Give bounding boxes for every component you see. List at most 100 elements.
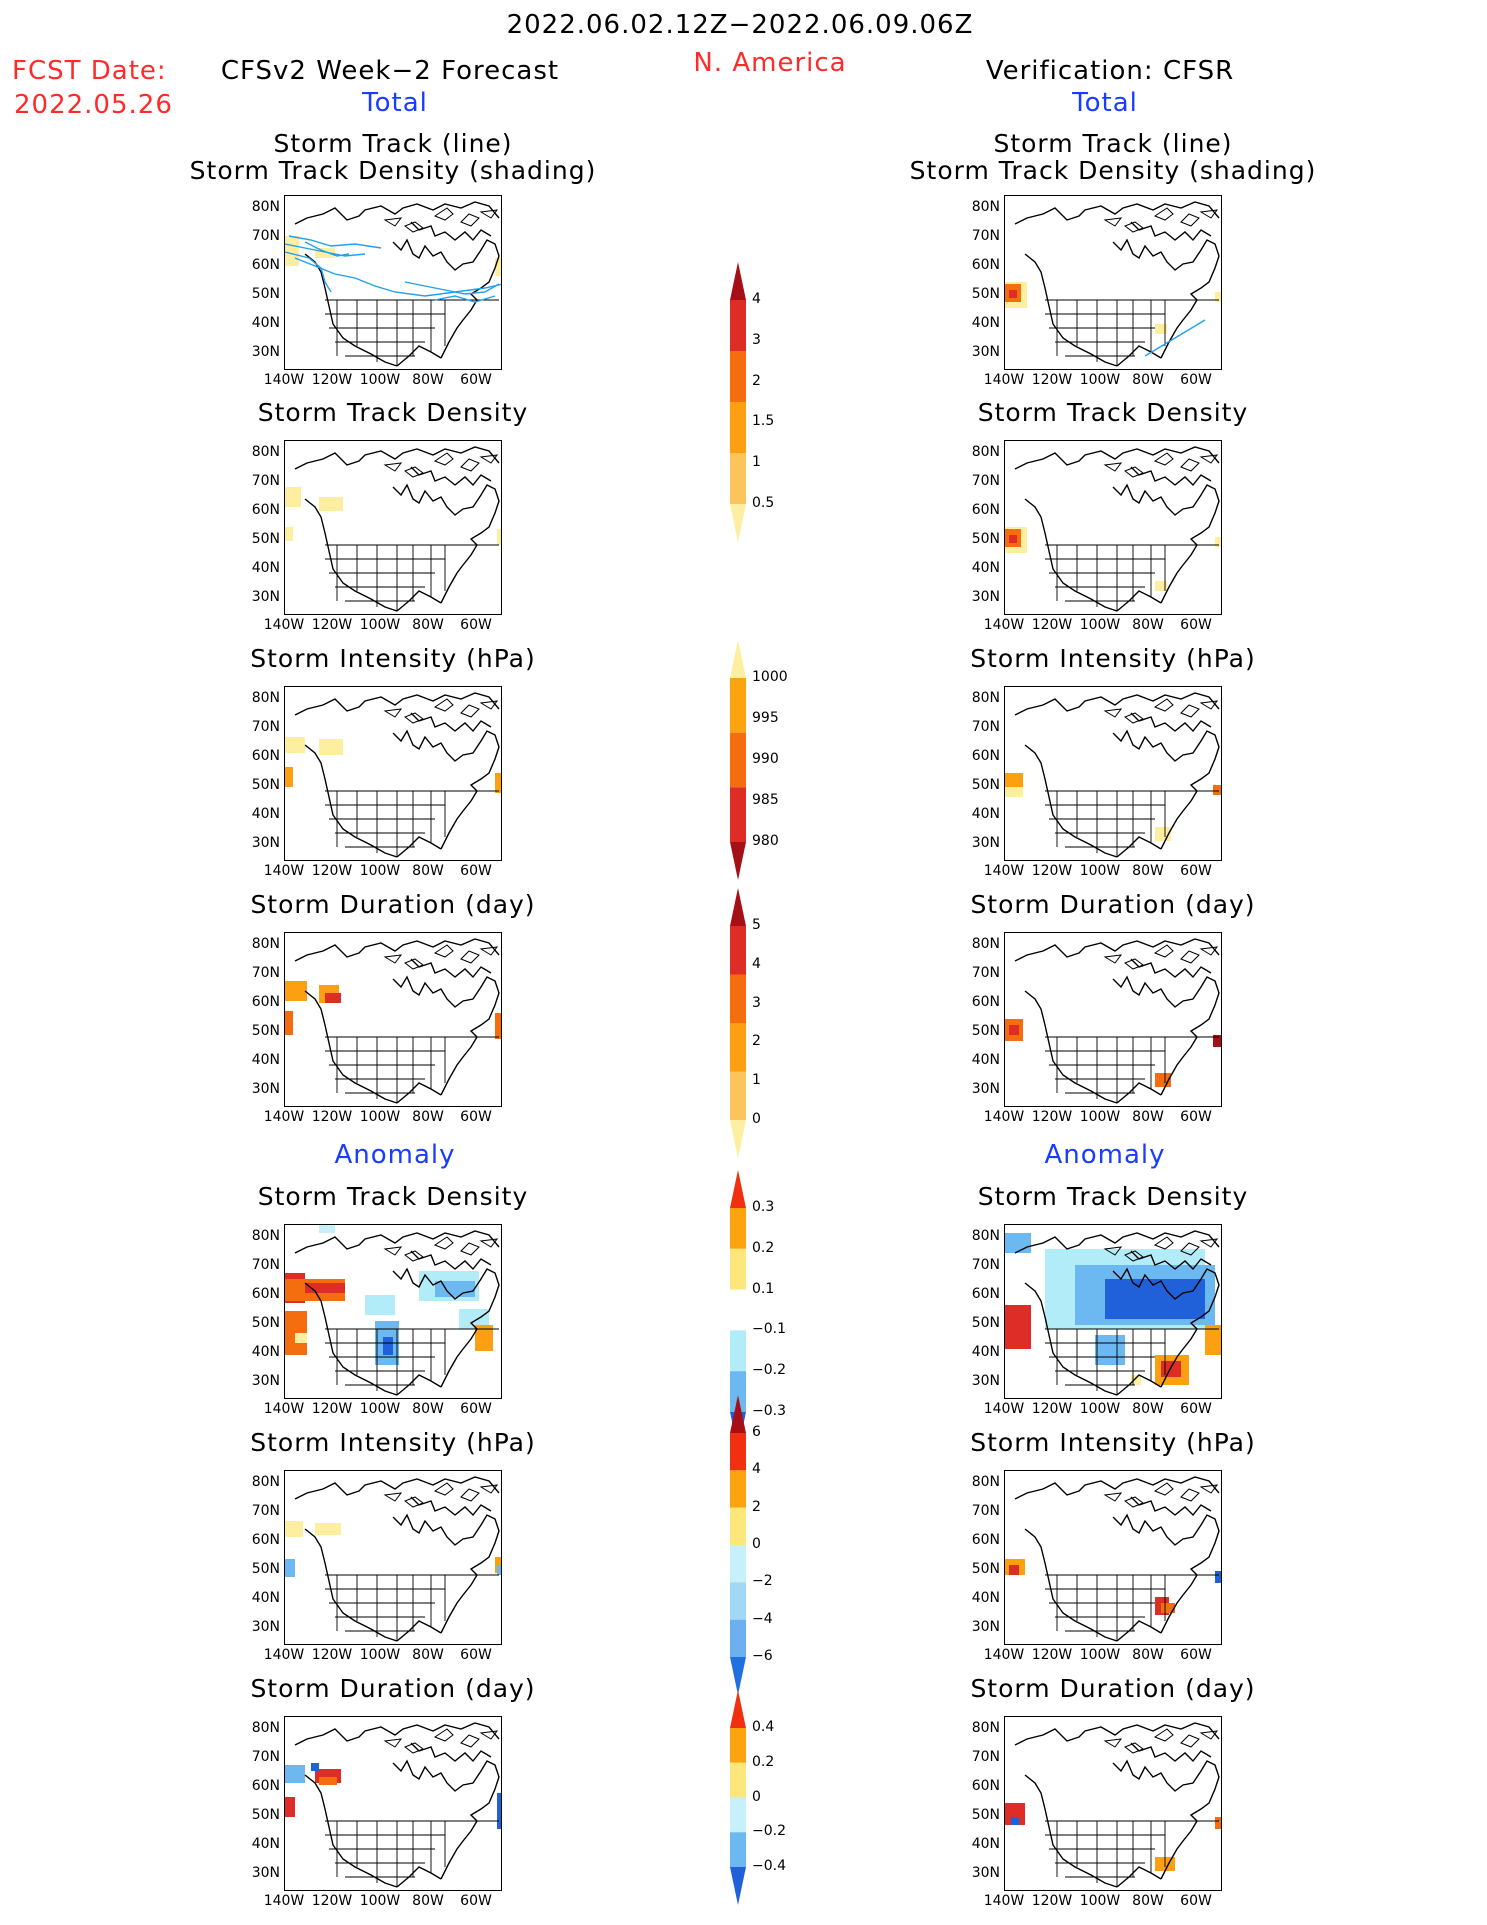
colorbar-tick-label: 6 [752, 1424, 761, 1440]
panel-title-r-duration-anom-0: Storm Duration (day) [970, 1674, 1256, 1703]
shading-cell [285, 1559, 295, 1577]
lon-tick-label: 140W [983, 1647, 1025, 1663]
colorbar-segment [730, 1433, 746, 1471]
lon-tick-label: 120W [311, 863, 353, 879]
lon-tick-label: 80W [1132, 1647, 1164, 1663]
lon-tick-label: 100W [1079, 1647, 1121, 1663]
shading-cell [1105, 1279, 1205, 1319]
lat-tick-label: 80N [251, 690, 280, 706]
colorbar-tick-label: −0.3 [752, 1403, 786, 1419]
lon-tick-label: 60W [1180, 372, 1212, 388]
lon-tick-label: 100W [359, 1893, 401, 1909]
shading-cell [1205, 1325, 1221, 1355]
colorbar-tick-label: 0.3 [752, 1199, 775, 1215]
lon-tick-label: 140W [263, 1893, 305, 1909]
lat-tick-label: 30N [971, 1373, 1000, 1389]
shading-cell [1009, 535, 1017, 543]
state-borders [1045, 1328, 1219, 1395]
lon-tick-label: 120W [311, 1109, 353, 1125]
colorbar-bottom-arrow [730, 504, 746, 542]
shading-cell [495, 773, 501, 793]
lon-tick-label: 140W [983, 1109, 1025, 1125]
lon-tick-label: 60W [460, 863, 492, 879]
state-borders [325, 790, 499, 857]
lat-tick-label: 50N [971, 531, 1000, 547]
colorbar-tick-label: 4 [752, 955, 761, 972]
lon-tick-label: 60W [1180, 1401, 1212, 1417]
lat-tick-label: 50N [971, 1315, 1000, 1331]
colorbar-duration-anom [730, 1690, 748, 1909]
state-borders [325, 299, 499, 366]
colorbar-top-arrow [730, 888, 746, 926]
lat-tick-label: 50N [251, 286, 280, 302]
lat-tick-label: 80N [251, 1474, 280, 1490]
lon-tick-label: 60W [460, 1109, 492, 1125]
coastline [1014, 692, 1220, 858]
state-borders [1045, 1036, 1219, 1103]
colorbar-tick-label: 2 [752, 1033, 761, 1050]
shading-cell [497, 1793, 501, 1829]
lon-tick-label: 140W [263, 1109, 305, 1125]
map-verification-intensity [1004, 686, 1222, 861]
shading-cell [295, 1333, 307, 1343]
lat-tick-label: 60N [251, 502, 280, 518]
colorbar-top-arrow [730, 1170, 746, 1208]
panel-title-r-density-0: Storm Track Density [977, 398, 1249, 427]
shading-cell [1009, 1025, 1019, 1035]
panel-title-r-intensity-0: Storm Intensity (hPa) [970, 644, 1256, 673]
lon-tick-label: 100W [359, 1109, 401, 1125]
shading-cell [1215, 537, 1221, 547]
lat-tick-label: 40N [971, 1836, 1000, 1852]
colorbar-segment [730, 1762, 746, 1798]
colorbar-segment [730, 453, 746, 504]
islands [383, 698, 499, 724]
map-verification-duration-anom [1004, 1716, 1222, 1891]
colorbar-tick-label: −0.2 [752, 1823, 786, 1840]
lat-tick-label: 60N [971, 748, 1000, 764]
lat-tick-label: 70N [971, 965, 1000, 981]
shading-cell [285, 487, 301, 507]
storm-track-line [304, 241, 350, 257]
islands [383, 452, 499, 478]
colorbar-segment [730, 351, 746, 402]
colorbar-tick-label: 1.5 [752, 413, 775, 430]
fcst-date-label: FCST Date: [12, 56, 167, 86]
shading-cell [1005, 1233, 1031, 1253]
colorbar-tick-label: −2 [752, 1573, 773, 1590]
coastline [1014, 1230, 1220, 1396]
colorbar-tick-label: 2 [752, 372, 761, 389]
shading-cell [319, 739, 343, 755]
shading-cell [1213, 785, 1221, 795]
shading-cell [285, 1521, 303, 1537]
lat-tick-label: 80N [971, 199, 1000, 215]
lon-tick-label: 80W [412, 863, 444, 879]
shading-cell [497, 529, 501, 545]
lon-tick-label: 80W [1132, 1401, 1164, 1417]
coastline [1014, 1476, 1220, 1642]
lat-tick-label: 60N [251, 1286, 280, 1302]
lat-tick-label: 70N [251, 228, 280, 244]
islands [1103, 698, 1219, 724]
map-verification-track [1004, 195, 1222, 370]
lon-tick-label: 120W [1031, 617, 1073, 633]
lat-tick-label: 40N [971, 1590, 1000, 1606]
lat-tick-label: 60N [971, 502, 1000, 518]
shading-cell [1155, 324, 1167, 334]
lat-tick-label: 60N [251, 1532, 280, 1548]
state-borders [1045, 544, 1219, 611]
left-total-label: Total [362, 88, 428, 118]
lat-tick-label: 80N [251, 936, 280, 952]
map-forecast-intensity [284, 686, 502, 861]
colorbar-tick-label: −0.2 [752, 1362, 786, 1379]
lon-tick-label: 100W [1079, 372, 1121, 388]
lon-tick-label: 80W [412, 1109, 444, 1125]
lon-tick-label: 80W [1132, 372, 1164, 388]
lat-tick-label: 30N [971, 344, 1000, 360]
lat-tick-label: 50N [251, 777, 280, 793]
right-anomaly-label: Anomaly [1044, 1140, 1166, 1170]
lat-tick-label: 50N [251, 1561, 280, 1577]
lat-tick-label: 70N [971, 1749, 1000, 1765]
shading-cell [1215, 1571, 1221, 1583]
lon-tick-label: 100W [1079, 1893, 1121, 1909]
colorbar-tick-label: −0.1 [752, 1321, 786, 1338]
